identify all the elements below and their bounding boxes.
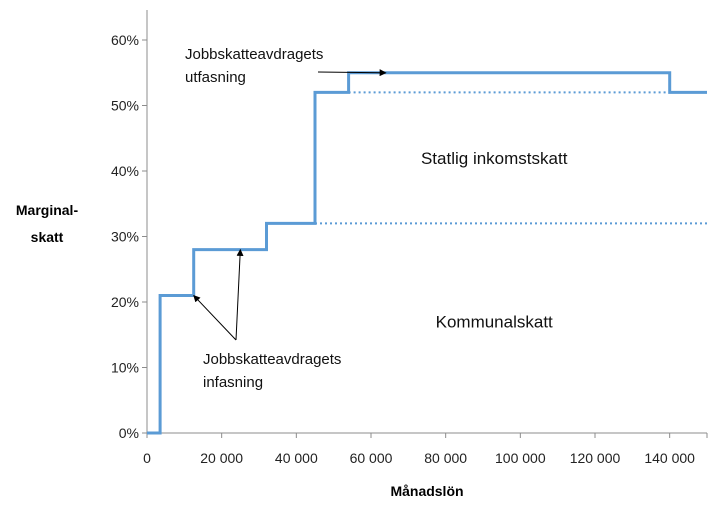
region-label-statlig: Statlig inkomstskatt bbox=[421, 149, 568, 168]
x-tick-label: 20 000 bbox=[200, 450, 243, 466]
y-axis-title-line-1: Marginal- bbox=[16, 202, 79, 218]
y-tick-label: 20% bbox=[111, 294, 139, 310]
x-axis-title: Månadslön bbox=[390, 483, 463, 499]
y-tick-label: 30% bbox=[111, 229, 139, 245]
y-tick-label: 40% bbox=[111, 163, 139, 179]
y-tick-group: 0% 10% 20% 30% 40% 50% 60% bbox=[111, 32, 147, 441]
region-label-kommunal: Kommunalskatt bbox=[436, 313, 553, 332]
series-group bbox=[147, 71, 707, 435]
y-tick-label: 10% bbox=[111, 360, 139, 376]
x-tick-label: 100 000 bbox=[495, 450, 546, 466]
marginal-tax-step-line bbox=[147, 71, 707, 435]
y-axis-title-line-2: skatt bbox=[31, 229, 64, 245]
annotation-arrows bbox=[193, 69, 387, 341]
y-tick-label: 60% bbox=[111, 32, 139, 48]
annotation-utfasning-line-1: Jobbskatteavdragets bbox=[185, 46, 323, 63]
annotation-infasning-line-1: Jobbskatteavdragets bbox=[203, 351, 341, 368]
annotation-arrow bbox=[193, 294, 237, 341]
y-tick-label: 0% bbox=[119, 425, 139, 441]
annotation-infasning-line-2: infasning bbox=[203, 374, 263, 391]
annotation-utfasning-line-2: utfasning bbox=[185, 69, 246, 86]
x-tick-group: 0 20 000 40 000 60 000 80 000 100 000 120 000 1… bbox=[143, 433, 708, 466]
x-tick-label: 60 000 bbox=[350, 450, 393, 466]
annotation-arrow bbox=[317, 69, 387, 77]
x-tick-label: 120 000 bbox=[570, 450, 621, 466]
x-tick-label: 80 000 bbox=[424, 450, 467, 466]
annotation-arrow bbox=[235, 248, 244, 341]
x-tick-label: 0 bbox=[143, 450, 151, 466]
x-tick-label: 140 000 bbox=[644, 450, 695, 466]
x-tick-label: 40 000 bbox=[275, 450, 318, 466]
y-tick-label: 50% bbox=[111, 98, 139, 114]
